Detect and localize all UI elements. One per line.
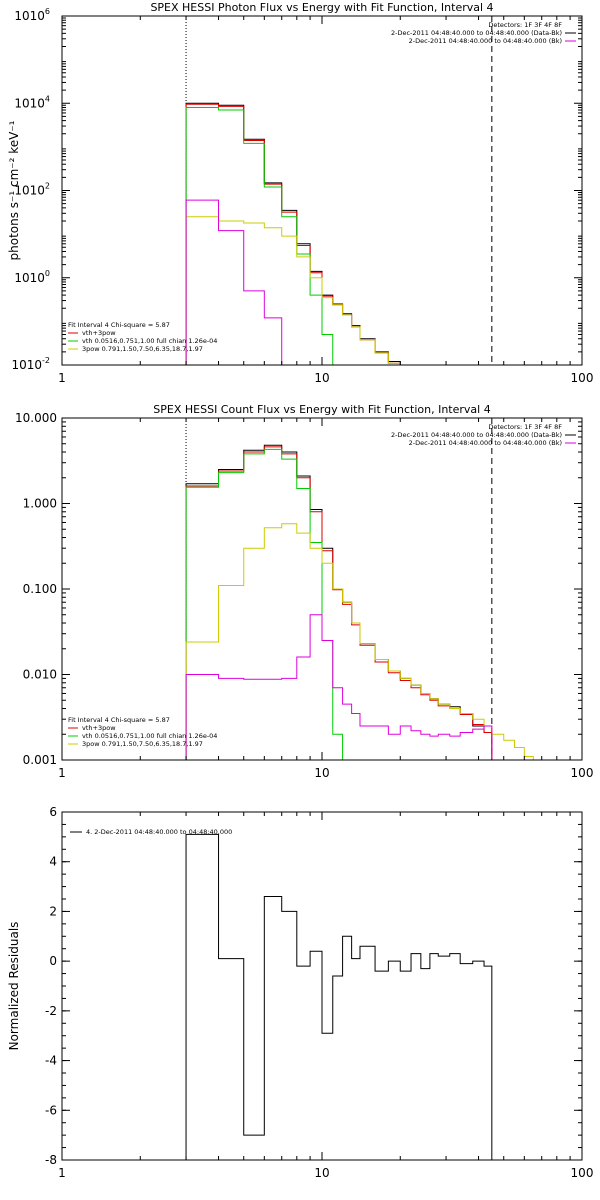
chart-1: SPEX HESSI Photon Flux vs Energy with Fi…: [7, 1, 594, 385]
chart-2: SPEX HESSI Count Flux vs Energy with Fit…: [15, 403, 594, 780]
legend-top-text: 4. 2-Dec-2011 04:48:40.000 to 04:48:40.0…: [86, 828, 232, 836]
series-bk: [185, 614, 493, 760]
y-tick-label: 0.100: [23, 582, 57, 596]
chart-title: SPEX HESSI Photon Flux vs Energy with Fi…: [150, 1, 493, 14]
y-tick-label: 2: [49, 904, 57, 918]
y-tick-label: 10102: [14, 182, 50, 198]
x-tick-label: 100: [571, 766, 594, 780]
series-group: [185, 102, 401, 365]
series-vth: [185, 106, 334, 365]
y-tick-label: 1010-2: [11, 356, 50, 372]
legend-left-text: vth+3pow: [82, 724, 116, 732]
y-tick-label: 10106: [14, 7, 50, 23]
legend-right-text: 2-Dec-2011 04:48:40.000 to 04:48:40.000 …: [409, 439, 562, 447]
legend-right-text: 2-Dec-2011 04:48:40.000 to 04:48:40.000 …: [409, 37, 562, 45]
y-tick-base: 10: [30, 184, 45, 198]
x-tick-label: 100: [571, 371, 594, 385]
chart-title: SPEX HESSI Count Flux vs Energy with Fit…: [153, 403, 490, 416]
chart-3: Normalized Residuals 1 10 100 -8 -6 -4 -2 0 2 4 6 4.…: [7, 805, 593, 1180]
y-tick-label: 10104: [14, 94, 50, 110]
legend-left-text: Fit Interval 4 Chi-square = 5.87: [68, 716, 170, 724]
y-tick-label: -2: [45, 1004, 57, 1018]
y-tick-label: 0: [49, 954, 57, 968]
series-vth-3pow: [185, 446, 493, 760]
x-tick-label: 1: [58, 1166, 66, 1180]
y-tick-exponent: 4: [45, 94, 50, 103]
y-tick-exponent: 0: [45, 269, 50, 278]
y-tick-base: 10: [30, 271, 45, 285]
y-tick-label: 0.010: [23, 668, 57, 682]
legend-right-text: 2-Dec-2011 04:48:40.000 to 04:48:40.000 …: [391, 29, 562, 37]
y-tick-exponent: 6: [45, 7, 50, 16]
y-tick-base: 10: [30, 9, 45, 23]
legend-left: Fit Interval 4 Chi-square = 5.87vth+3pow…: [68, 716, 217, 748]
y-tick-base: 10: [30, 96, 45, 110]
x-tick-label: 10: [314, 371, 329, 385]
x-tick-label: 1: [58, 371, 66, 385]
y-tick-label: -6: [45, 1103, 57, 1117]
legend-top: 4. 2-Dec-2011 04:48:40.000 to 04:48:40.0…: [70, 828, 232, 836]
series-3pow: [185, 523, 543, 760]
y-tick-label: 6: [49, 805, 57, 819]
y-tick-exponent: -2: [42, 356, 50, 365]
y-tick-label: 10.000: [15, 411, 57, 425]
legend-left-text: vth 0.0516,0.751,1.00 full chian 1.26e-0…: [82, 732, 217, 740]
y-tick-exponent: 2: [45, 182, 50, 191]
y-tick-label: 1.000: [23, 497, 57, 511]
y-tick-label: 4: [49, 855, 57, 869]
series-vth: [185, 448, 344, 760]
series-bk: [185, 199, 298, 365]
x-tick-label: 10: [314, 1166, 329, 1180]
y-tick-base: 10: [27, 358, 42, 372]
legend-right-text: 2-Dec-2011 04:48:40.000 to 04:48:40.000 …: [391, 431, 562, 439]
series-group: [185, 833, 493, 1160]
y-axis-label: Normalized Residuals: [7, 922, 21, 1051]
legend-left-text: vth 0.0516,0.751,1.00 full chian 1.26e-0…: [82, 337, 217, 345]
x-tick-label: 10: [314, 766, 329, 780]
y-tick-label: -4: [45, 1054, 57, 1068]
legend-left: Fit Interval 4 Chi-square = 5.87vth+3pow…: [68, 321, 217, 353]
legend-left-text: 3pow 0.791,1.50,7.50,6.35,18.7,1.97: [82, 740, 203, 748]
y-tick-label: 10100: [14, 269, 50, 285]
y-tick-label: -8: [45, 1153, 57, 1167]
series-3pow: [185, 216, 401, 365]
series-data-bk: [185, 102, 401, 365]
legend-right: Detectors: 1F 3F 4F 8F2-Dec-2011 04:48:4…: [391, 423, 576, 447]
series-residuals: [185, 833, 493, 1160]
legend-left-text: Fit Interval 4 Chi-square = 5.87: [68, 321, 170, 329]
x-tick-label: 1: [58, 766, 66, 780]
series-vth-3pow: [185, 103, 401, 365]
legend-left-text: 3pow 0.791,1.50,7.50,6.35,18.7,1.97: [82, 345, 203, 353]
y-tick-label: 0.001: [23, 753, 57, 767]
y-axis-label: photons s⁻¹ cm⁻² keV⁻¹: [7, 120, 21, 260]
x-tick-label: 100: [571, 1166, 594, 1180]
legend-left-text: vth+3pow: [82, 329, 116, 337]
legend-right: Detectors: 1F 3F 4F 8F2-Dec-2011 04:48:4…: [391, 21, 576, 45]
series-group: [185, 444, 543, 760]
legend-right-text: Detectors: 1F 3F 4F 8F: [488, 21, 562, 29]
legend-right-text: Detectors: 1F 3F 4F 8F: [488, 423, 562, 431]
